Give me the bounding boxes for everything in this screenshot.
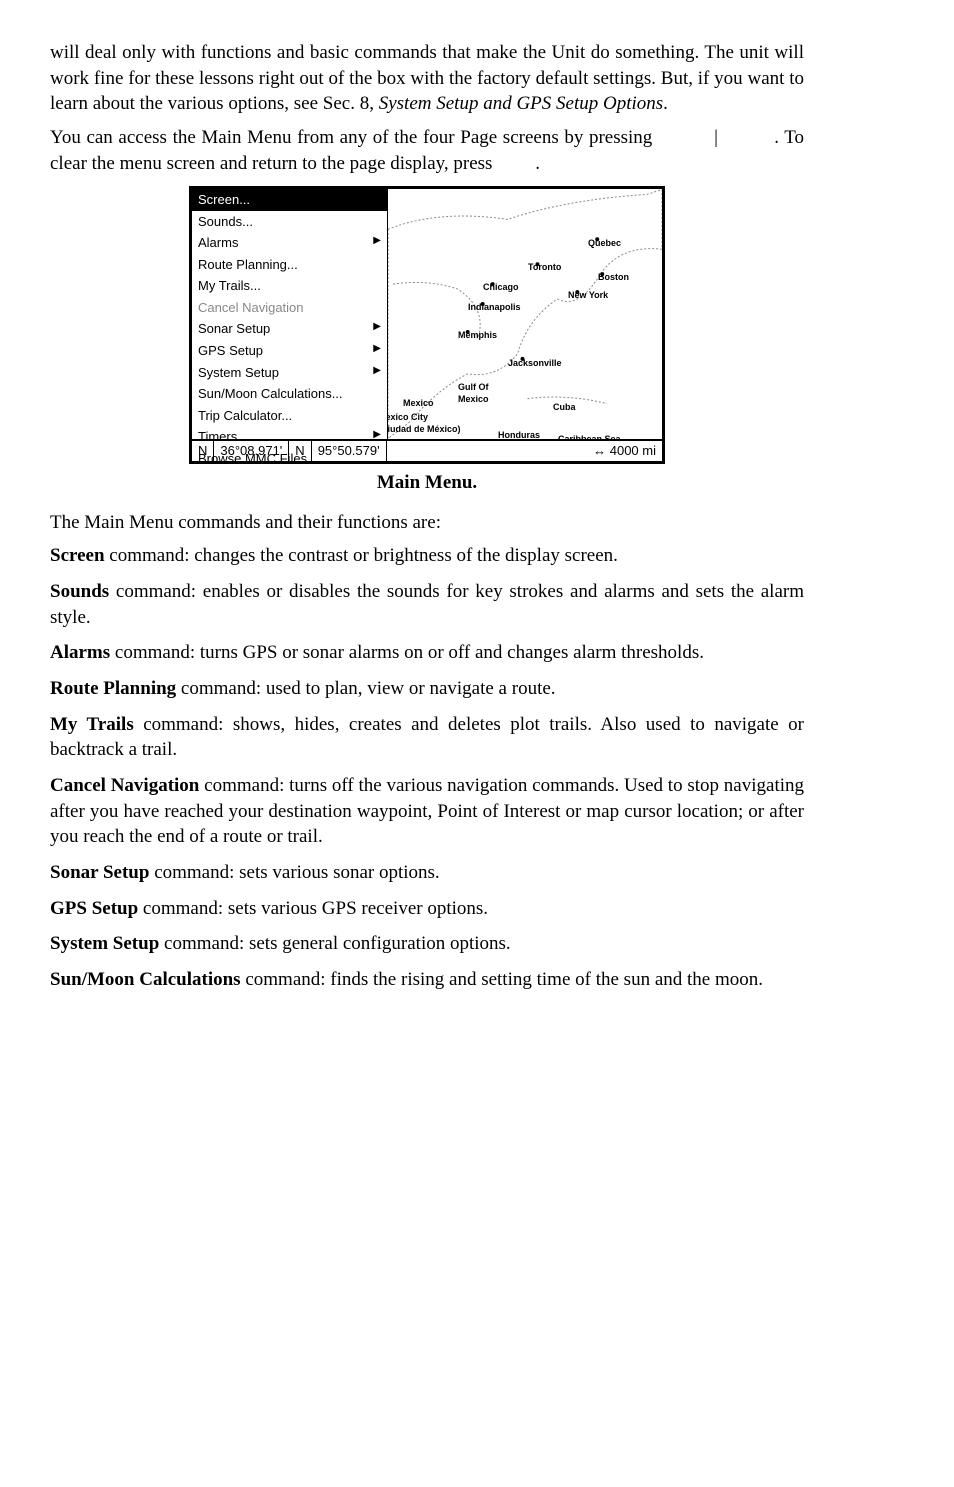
command-name: Sonar Setup: [50, 862, 149, 883]
command-description: Screen command: changes the contrast or …: [50, 543, 804, 569]
command-description: Sonar Setup command: sets various sonar …: [50, 860, 804, 886]
command-name: System Setup: [50, 933, 159, 954]
command-name: My Trails: [50, 714, 134, 735]
menu-item[interactable]: Sonar Setup▶: [192, 318, 387, 340]
submenu-arrow-icon: ▶: [373, 320, 381, 334]
map-label: Cuba: [553, 401, 576, 413]
intro-gap-1: |: [658, 127, 774, 148]
commands-container: Screen command: changes the contrast or …: [50, 543, 804, 992]
map-label: Mexico City (Ciudad de México): [388, 411, 461, 435]
submenu-arrow-icon: ▶: [373, 234, 381, 248]
status-bar: N 36°08.971' N 95°50.579' ↔ 4000 mi: [192, 439, 662, 461]
map-label: Jacksonville: [508, 357, 562, 369]
submenu-arrow-icon: ▶: [373, 342, 381, 356]
menu-item[interactable]: Alarms▶: [192, 232, 387, 254]
submenu-arrow-icon: ▶: [373, 364, 381, 378]
map-label: New York: [568, 289, 608, 301]
command-text: command: turns GPS or sonar alarms on or…: [110, 642, 704, 663]
status-lon-dir: N: [289, 441, 311, 461]
map-area: Quebec Toronto Boston Chicago New York Indian…: [388, 189, 662, 439]
figure-caption: Main Menu.: [377, 470, 477, 496]
command-description: Sounds command: enables or disables the …: [50, 579, 804, 630]
menu-item[interactable]: Screen...: [192, 189, 387, 211]
status-lon: 95°50.579': [312, 441, 387, 461]
command-description: Alarms command: turns GPS or sonar alarm…: [50, 640, 804, 666]
menu-item[interactable]: Trip Calculator...: [192, 405, 387, 427]
map-label: Boston: [598, 271, 629, 283]
map-label: Chicago: [483, 281, 519, 293]
intro-italic: System Setup and GPS Setup Options: [379, 93, 663, 114]
command-name: Route Planning: [50, 678, 176, 699]
submenu-arrow-icon: ▶: [373, 428, 381, 442]
command-name: Screen: [50, 545, 105, 566]
command-text: command: used to plan, view or navigate …: [176, 678, 555, 699]
intro-text-1-end: .: [663, 93, 668, 114]
map-label: Caribbean Sea: [558, 433, 621, 439]
menu-list: Screen...Sounds...Alarms▶Route Planning.…: [192, 189, 388, 439]
intro-gap-2: [497, 153, 535, 174]
status-scale: ↔ 4000 mi: [587, 441, 662, 461]
intro-paragraph-2: You can access the Main Menu from any of…: [50, 125, 804, 176]
map-label: Quebec: [588, 237, 621, 249]
menu-item[interactable]: Route Planning...: [192, 254, 387, 276]
command-text: command: sets various GPS receiver optio…: [138, 898, 488, 919]
status-lat-dir: N: [192, 441, 214, 461]
menu-item[interactable]: System Setup▶: [192, 362, 387, 384]
menu-item[interactable]: My Trails...: [192, 275, 387, 297]
map-label: Indianapolis: [468, 301, 521, 313]
command-description: Cancel Navigation command: turns off the…: [50, 773, 804, 850]
command-description: My Trails command: shows, hides, creates…: [50, 712, 804, 763]
command-text: command: changes the contrast or brightn…: [105, 545, 618, 566]
command-name: GPS Setup: [50, 898, 138, 919]
command-text: command: sets general configuration opti…: [159, 933, 510, 954]
intro-text-2c: .: [535, 153, 540, 174]
command-name: Alarms: [50, 642, 110, 663]
command-name: Cancel Navigation: [50, 775, 199, 796]
command-description: System Setup command: sets general confi…: [50, 931, 804, 957]
command-text: command: sets various sonar options.: [149, 862, 439, 883]
command-description: GPS Setup command: sets various GPS rece…: [50, 896, 804, 922]
command-description: Sun/Moon Calculations command: finds the…: [50, 967, 804, 993]
command-name: Sounds: [50, 581, 109, 602]
menu-item[interactable]: Sun/Moon Calculations...: [192, 383, 387, 405]
command-text: command: enables or disables the sounds …: [50, 581, 804, 628]
menu-item[interactable]: Cancel Navigation: [192, 297, 387, 319]
intro-paragraph-1: will deal only with functions and basic …: [50, 40, 804, 117]
menu-body: Screen...Sounds...Alarms▶Route Planning.…: [192, 189, 662, 439]
map-label: Honduras: [498, 429, 540, 439]
command-name: Sun/Moon Calculations: [50, 969, 241, 990]
main-menu-figure: Screen...Sounds...Alarms▶Route Planning.…: [50, 186, 804, 504]
command-description: Route Planning command: used to plan, vi…: [50, 676, 804, 702]
status-lat: 36°08.971': [214, 441, 289, 461]
menu-screenshot: Screen...Sounds...Alarms▶Route Planning.…: [189, 186, 665, 464]
map-label: Memphis: [458, 329, 497, 341]
after-caption-text: The Main Menu commands and their functio…: [50, 510, 804, 536]
map-label: Toronto: [528, 261, 561, 273]
map-label: Gulf Of Mexico: [458, 381, 489, 405]
command-text: command: finds the rising and setting ti…: [241, 969, 763, 990]
map-label: Mexico: [403, 397, 434, 409]
menu-item[interactable]: GPS Setup▶: [192, 340, 387, 362]
intro-text-2a: You can access the Main Menu from any of…: [50, 127, 658, 148]
command-text: command: shows, hides, creates and delet…: [50, 714, 804, 761]
menu-item[interactable]: Sounds...: [192, 211, 387, 233]
